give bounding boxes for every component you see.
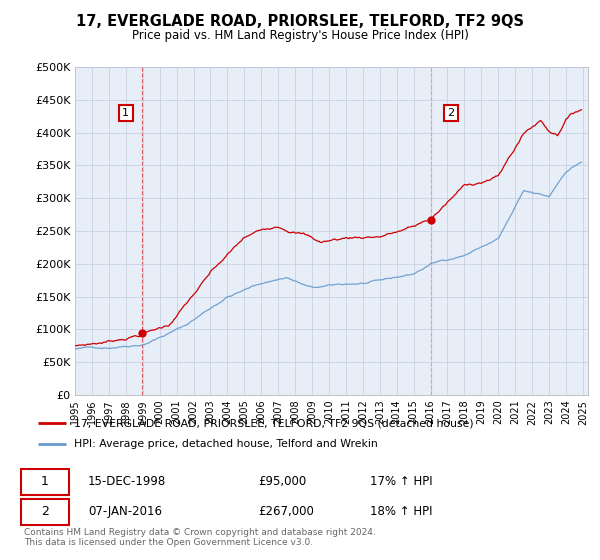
Text: 2: 2 — [41, 505, 49, 519]
Text: £267,000: £267,000 — [259, 505, 314, 519]
Text: 07-JAN-2016: 07-JAN-2016 — [88, 505, 162, 519]
Text: 17, EVERGLADE ROAD, PRIORSLEE, TELFORD, TF2 9QS (detached house): 17, EVERGLADE ROAD, PRIORSLEE, TELFORD, … — [74, 418, 474, 428]
Text: 1: 1 — [122, 108, 129, 118]
Text: 2: 2 — [447, 108, 454, 118]
FancyBboxPatch shape — [21, 500, 68, 525]
Text: £95,000: £95,000 — [259, 475, 307, 488]
Text: HPI: Average price, detached house, Telford and Wrekin: HPI: Average price, detached house, Telf… — [74, 440, 378, 450]
FancyBboxPatch shape — [21, 469, 68, 495]
Text: Contains HM Land Registry data © Crown copyright and database right 2024.
This d: Contains HM Land Registry data © Crown c… — [24, 528, 376, 547]
Text: 17, EVERGLADE ROAD, PRIORSLEE, TELFORD, TF2 9QS: 17, EVERGLADE ROAD, PRIORSLEE, TELFORD, … — [76, 14, 524, 29]
Text: 15-DEC-1998: 15-DEC-1998 — [88, 475, 166, 488]
Text: 18% ↑ HPI: 18% ↑ HPI — [370, 505, 433, 519]
Text: 1: 1 — [41, 475, 49, 488]
Text: Price paid vs. HM Land Registry's House Price Index (HPI): Price paid vs. HM Land Registry's House … — [131, 29, 469, 42]
Text: 17% ↑ HPI: 17% ↑ HPI — [370, 475, 433, 488]
